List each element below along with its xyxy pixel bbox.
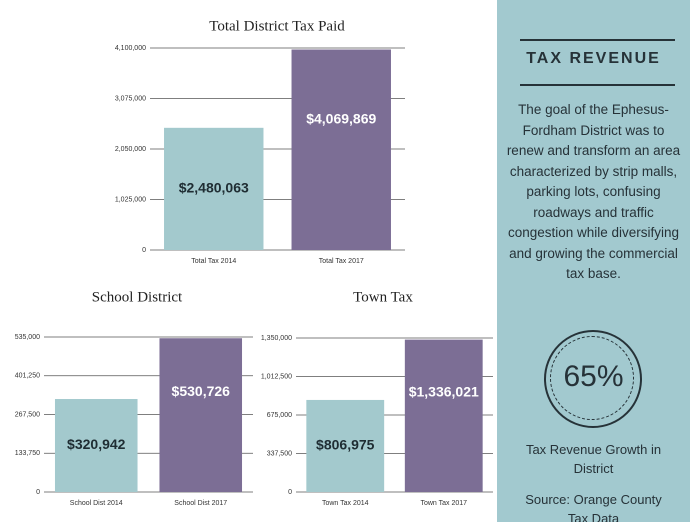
value-label: $4,069,869	[306, 110, 376, 126]
y-tick-label: 337,500	[267, 450, 292, 457]
charts: Total District Tax Paid 0 1,025,000 2,050,0…	[15, 18, 493, 507]
value-label: $320,942	[67, 436, 126, 452]
bar	[291, 49, 391, 251]
chart-title: Total District Tax Paid	[209, 18, 345, 34]
x-tick-label: Town Tax 2017	[420, 500, 467, 507]
stat-caption: Tax Revenue Growth in District	[525, 442, 662, 476]
x-tick-label: School Dist 2017	[174, 500, 227, 507]
stat-value: 65%	[563, 360, 624, 393]
stat-ring	[544, 330, 642, 428]
sidebar-heading: TAX REVENUE	[526, 50, 661, 67]
y-tick-label: 0	[36, 489, 40, 496]
stat-ring-dashed	[550, 336, 634, 420]
x-tick-label: Total Tax 2017	[319, 258, 364, 265]
y-tick-label: 4,100,000	[115, 45, 146, 52]
sidebar-text: The goal of the Ephesus-Fordham District…	[506, 102, 681, 281]
y-tick-label: 401,250	[15, 373, 40, 380]
y-tick-label: 675,000	[267, 412, 292, 419]
value-label: $530,726	[172, 383, 231, 399]
bar	[164, 127, 264, 250]
sidebar: TAX REVENUE The goal of the Ephesus-Ford…	[497, 0, 690, 522]
rule	[520, 39, 675, 41]
value-label: $806,975	[316, 437, 375, 453]
y-tick-label: 0	[288, 489, 292, 496]
y-tick-label: 1,350,000	[261, 335, 292, 342]
bar	[159, 338, 243, 492]
bar	[54, 399, 138, 492]
chart-title: School District	[92, 289, 183, 305]
source: Source: Orange County Tax Data	[525, 492, 662, 522]
rule	[520, 84, 675, 86]
y-tick-label: 1,025,000	[115, 196, 146, 203]
value-label: $1,336,021	[409, 384, 479, 400]
bar	[306, 399, 385, 492]
y-tick-label: 133,750	[15, 450, 40, 457]
value-label: $2,480,063	[179, 180, 249, 196]
y-tick-label: 267,500	[15, 411, 40, 418]
x-tick-label: Town Tax 2014	[322, 500, 369, 507]
x-tick-label: Total Tax 2014	[191, 258, 236, 265]
chart-title: Town Tax	[353, 289, 413, 305]
y-tick-label: 2,050,000	[115, 146, 146, 153]
x-tick-label: School Dist 2014	[70, 500, 123, 507]
y-tick-label: 0	[142, 247, 146, 254]
y-tick-label: 535,000	[15, 334, 40, 341]
bar	[404, 339, 483, 492]
y-tick-label: 3,075,000	[115, 95, 146, 102]
y-tick-label: 1,012,500	[261, 373, 292, 380]
